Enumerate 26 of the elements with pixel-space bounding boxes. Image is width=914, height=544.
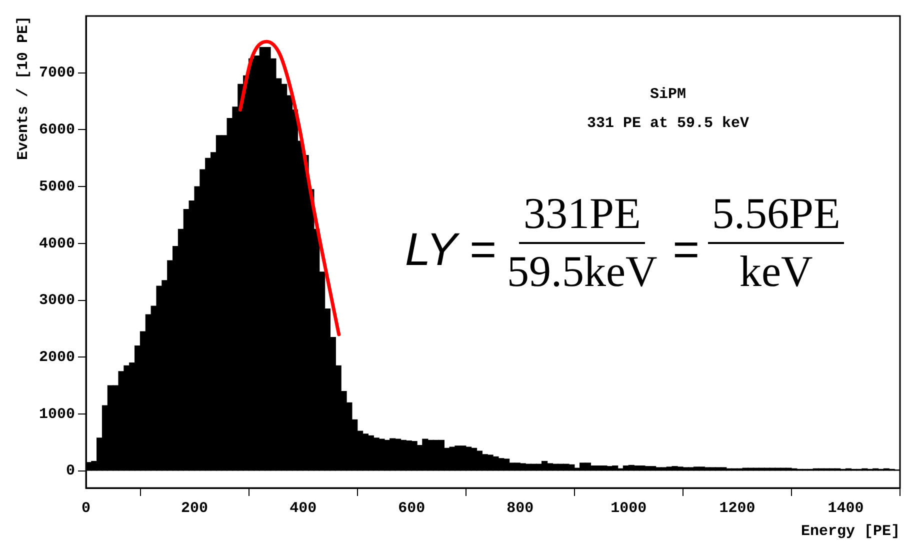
annotation: 331 PE at 59.5 keV xyxy=(586,115,750,132)
y-axis-title: Events / [10 PE] xyxy=(14,16,32,160)
y-tick-label: 5000 xyxy=(38,178,76,196)
y-tick-label: 6000 xyxy=(38,122,76,139)
x-axis-title: Energy [PE] xyxy=(800,522,900,540)
y-tick-label: 7000 xyxy=(38,64,76,82)
x-tick-label: 1000 xyxy=(610,500,647,517)
x-tick-label: 1200 xyxy=(719,500,756,517)
annotation: = xyxy=(672,223,699,275)
x-tick-label: 800 xyxy=(506,500,534,517)
y-tick-label: 2000 xyxy=(38,348,76,366)
y-tick-label: 1000 xyxy=(38,406,76,423)
x-tick-label: 200 xyxy=(181,500,208,517)
y-tick-label: 0 xyxy=(66,462,76,480)
annotation: 59.5keV xyxy=(506,246,658,296)
x-tick-label: 1400 xyxy=(828,500,864,517)
x-tick-label: 0 xyxy=(82,500,91,517)
x-tick-label: 400 xyxy=(290,500,317,517)
y-tick-label: 3000 xyxy=(38,292,76,310)
annotation: 5.56PE xyxy=(708,189,844,244)
annotation: keV xyxy=(738,246,814,296)
x-tick-label: 600 xyxy=(398,500,426,517)
annotation: LY = xyxy=(405,223,496,275)
y-tick-label: 4000 xyxy=(38,235,76,252)
annotation: SiPM xyxy=(650,86,686,103)
annotation: 331PE xyxy=(519,189,645,244)
